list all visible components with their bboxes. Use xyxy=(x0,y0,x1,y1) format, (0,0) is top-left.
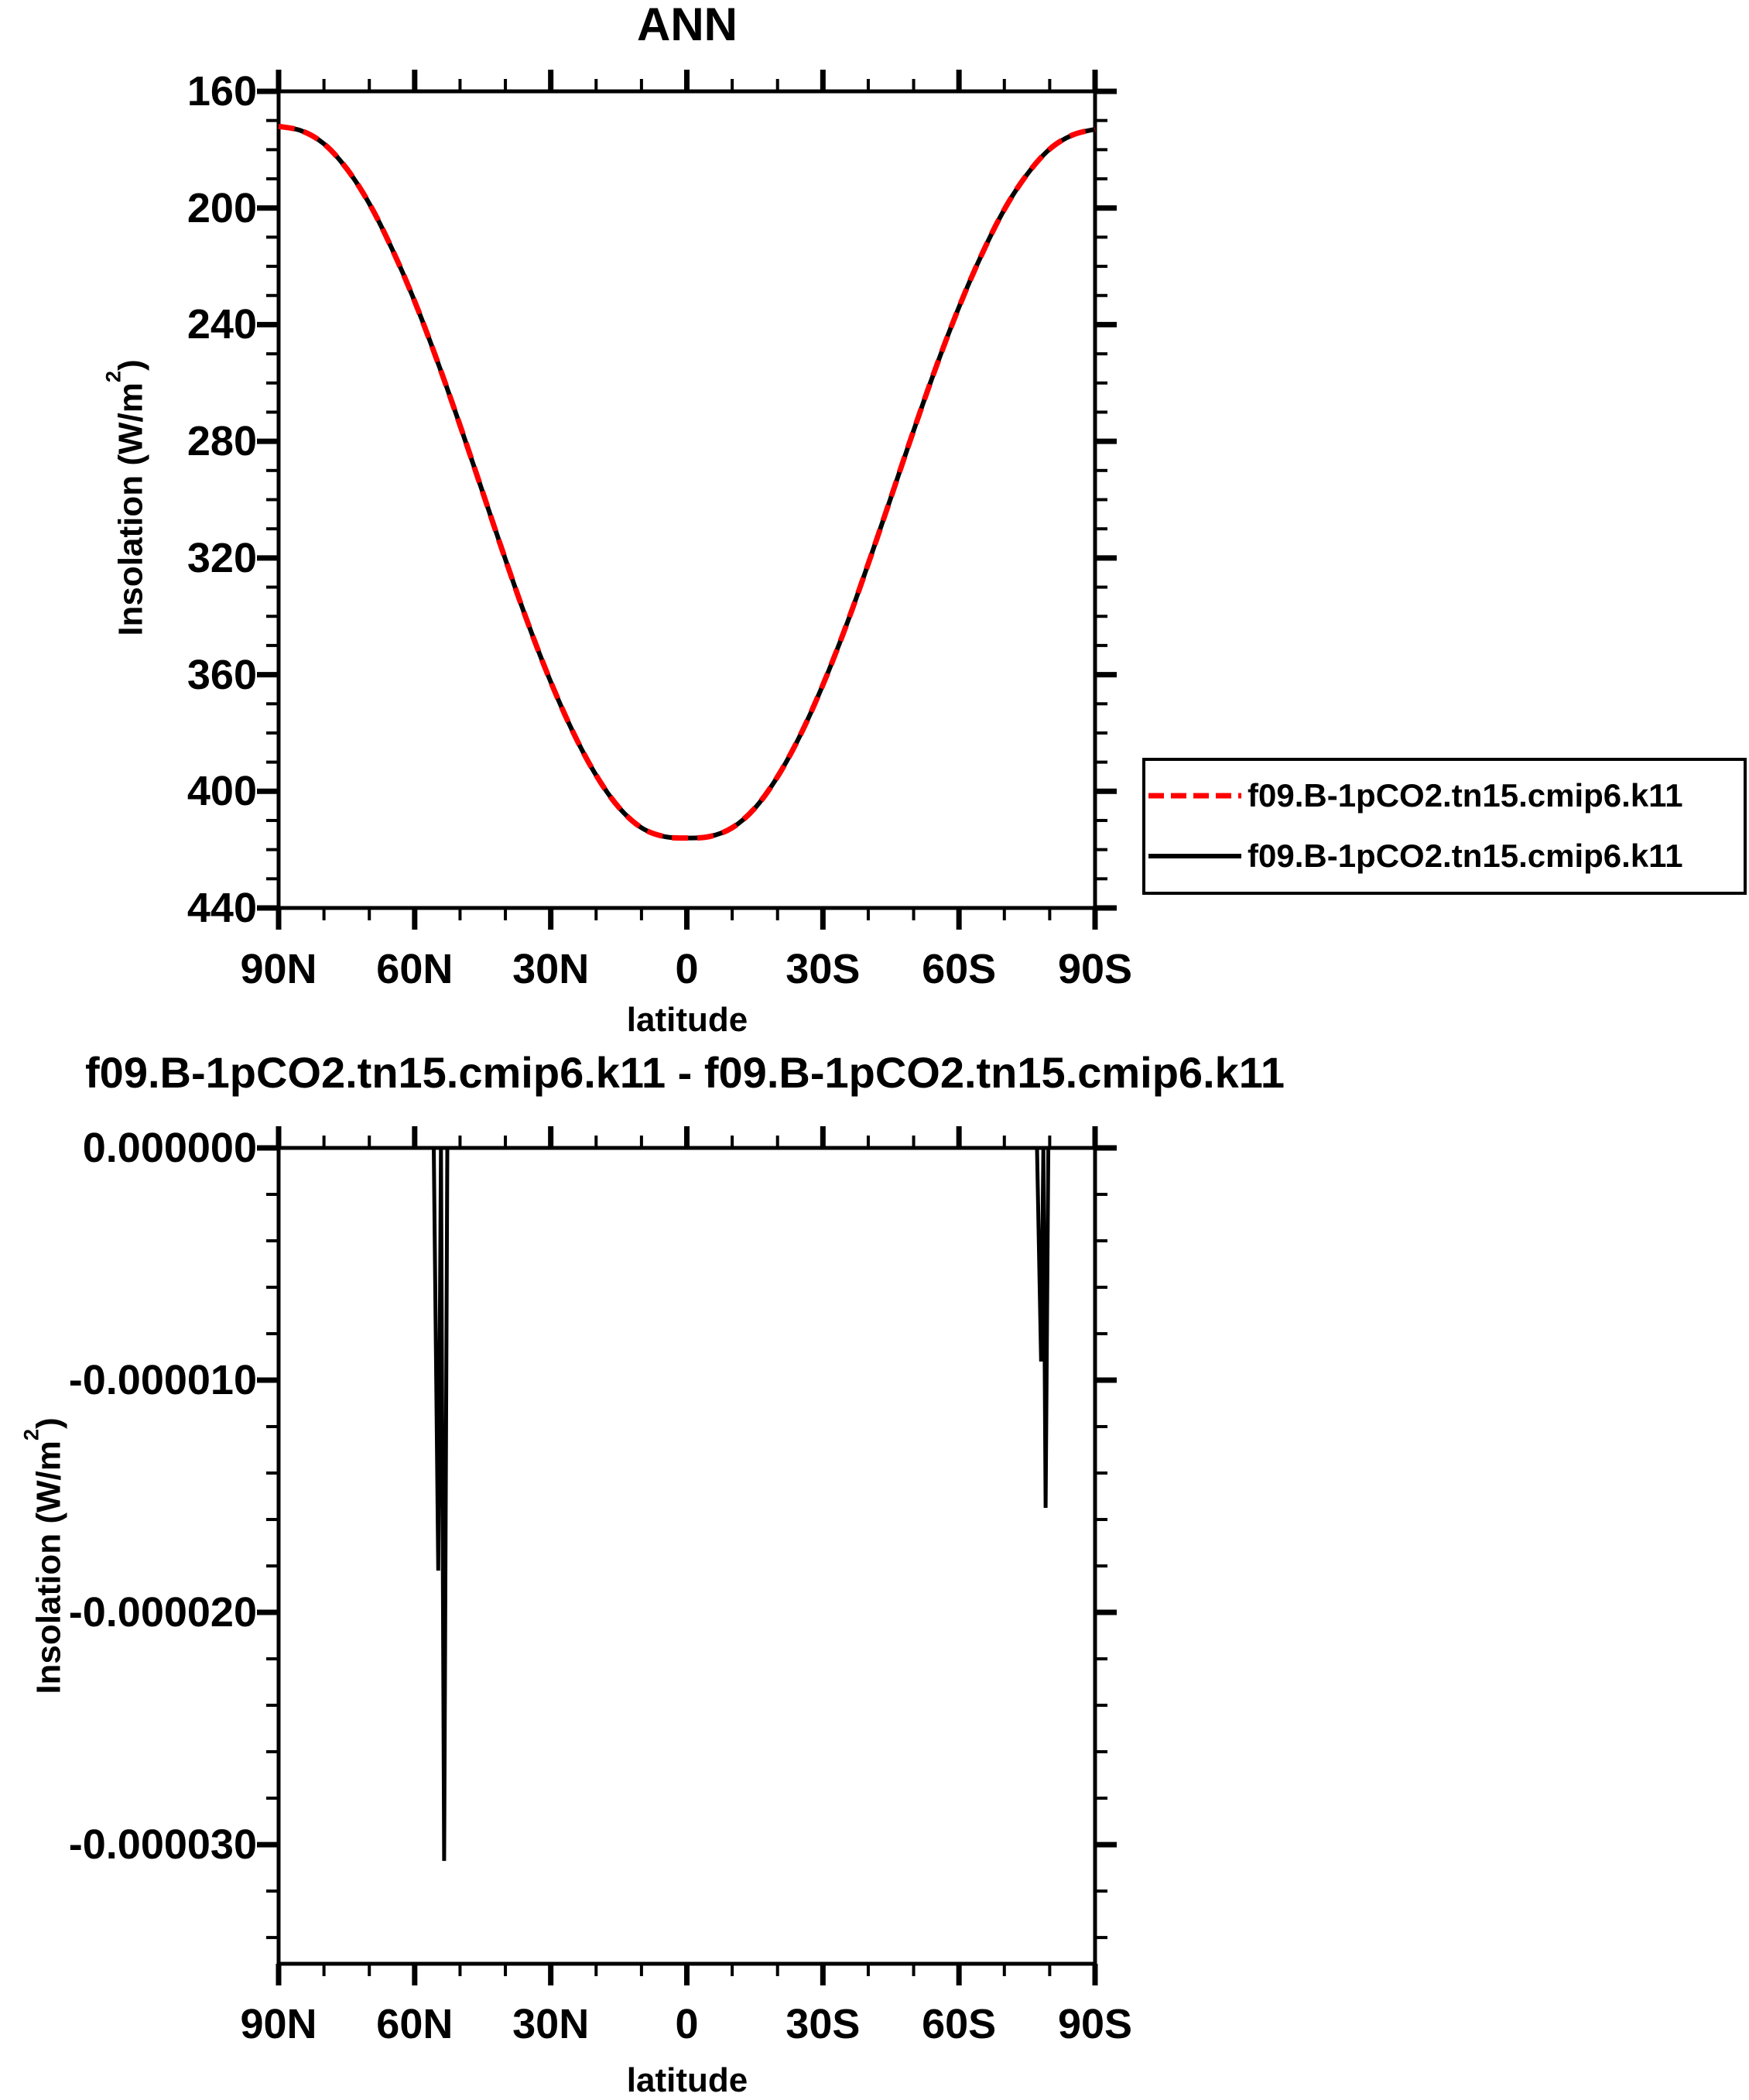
bottom-y-axis-title-sup: 2 xyxy=(19,1428,43,1441)
legend-label-red-series: f09.B-1pCO2.tn15.cmip6.k11 xyxy=(1248,777,1683,814)
bottom-y-tick-label: -0.000020 xyxy=(68,1589,257,1636)
top-y-tick-label: 280 xyxy=(187,418,257,465)
top-y-tick-label: 160 xyxy=(187,68,257,115)
bottom-y-axis-title-text: Insolation (W/m xyxy=(29,1441,68,1694)
top-x-axis-title: latitude xyxy=(626,1001,748,1039)
bottom-x-tick-label: 60S xyxy=(922,2001,997,2047)
top-x-tick-label: 30S xyxy=(786,946,861,992)
top-x-tick-label: 60N xyxy=(376,946,454,992)
top-y-tick-label: 440 xyxy=(187,885,257,931)
top-x-tick-label: 60S xyxy=(922,946,997,992)
top-plot-box xyxy=(276,89,1097,910)
legend-box xyxy=(1142,758,1747,895)
bottom-y-axis-title: Insolation (W/m2) xyxy=(19,1417,68,1694)
top-y-tick-label: 400 xyxy=(187,768,257,815)
top-y-axis-title: Insolation (W/m2) xyxy=(101,359,150,635)
bottom-x-axis-title: latitude xyxy=(626,2061,748,2099)
top-x-tick-label: 30N xyxy=(512,946,590,992)
top-y-tick-label: 360 xyxy=(187,651,257,698)
bottom-y-axis-title-suffix: ) xyxy=(29,1417,68,1429)
top-y-tick-label: 320 xyxy=(187,534,257,581)
difference-line xyxy=(279,1146,1095,1862)
top-x-tick-label: 90S xyxy=(1057,946,1133,992)
bottom-x-tick-label: 90N xyxy=(240,2001,317,2047)
bottom-y-tick-label: -0.000010 xyxy=(68,1357,257,1404)
insolation-curve-red-dashed xyxy=(278,123,1096,841)
bottom-y-tick-label: -0.000030 xyxy=(68,1821,257,1869)
top-x-tick-label: 0 xyxy=(675,946,699,992)
top-y-tick-label: 240 xyxy=(187,301,257,348)
top-x-tick-label: 90N xyxy=(240,946,317,992)
top-y-axis-title-suffix: ) xyxy=(111,359,150,371)
top-y-axis-title-sup: 2 xyxy=(101,370,125,383)
bottom-x-tick-label: 60N xyxy=(376,2001,454,2047)
top-chart-title: ANN xyxy=(637,0,738,50)
bottom-chart-title: f09.B-1pCO2.tn15.cmip6.k11 - f09.B-1pCO2… xyxy=(85,1048,1285,1097)
legend-label-black-series: f09.B-1pCO2.tn15.cmip6.k11 xyxy=(1248,838,1683,874)
top-y-tick-label: 200 xyxy=(187,184,257,231)
bottom-x-tick-label: 30N xyxy=(512,2001,590,2047)
bottom-x-tick-label: 30S xyxy=(786,2001,861,2047)
bottom-y-tick-label: 0.000000 xyxy=(82,1125,257,1171)
bottom-plot-box xyxy=(276,1146,1097,1966)
bottom-x-tick-label: 0 xyxy=(675,2001,699,2047)
insolation-curve-black-solid xyxy=(278,124,1096,841)
bottom-x-tick-label: 90S xyxy=(1057,2001,1133,2047)
